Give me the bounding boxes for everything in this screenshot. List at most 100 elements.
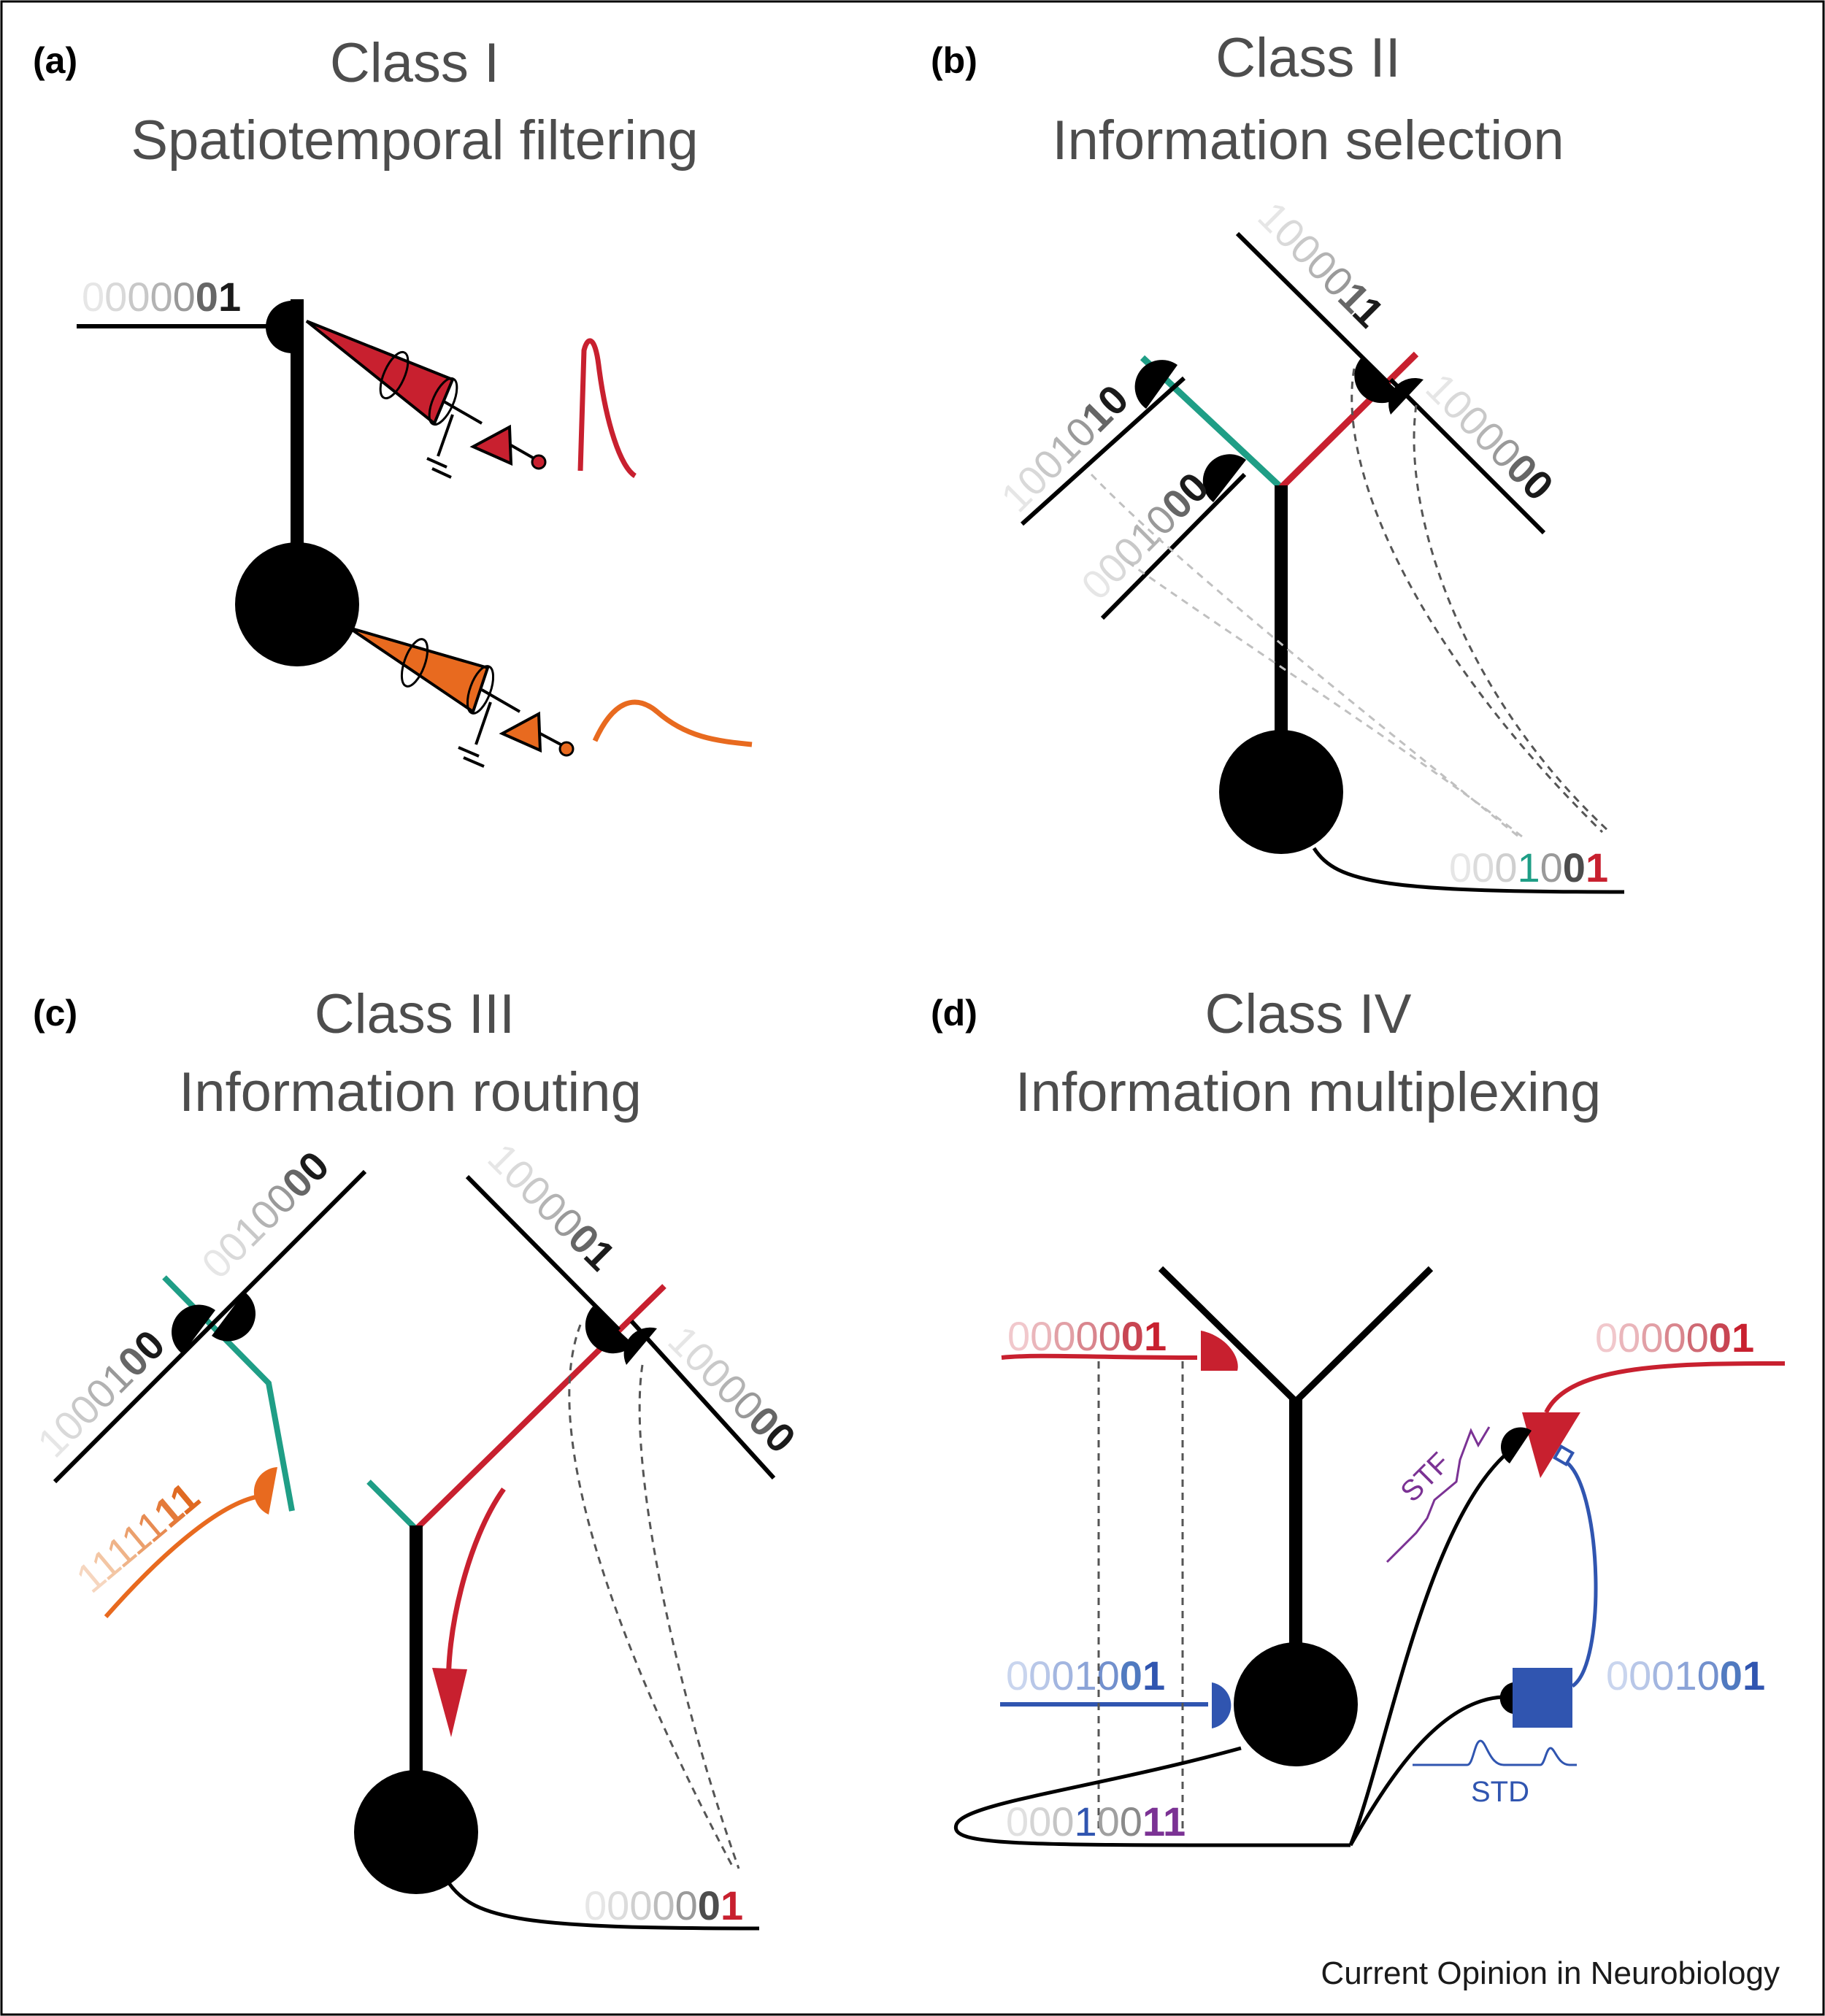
panel-b-label: (b) [931, 40, 977, 81]
panel-c-dashed-connectors [568, 1324, 740, 1869]
panel-b-synapse-top [1354, 358, 1402, 404]
bit-digit: 1 [1674, 1653, 1697, 1698]
bit-digit: 0 [1663, 1315, 1686, 1361]
panel-d-axon-red [1001, 1353, 1198, 1360]
panel-d-class-title: Class IV [1205, 983, 1412, 1045]
bit-digit: 1 [721, 1882, 743, 1928]
bit-digit: 1 [1517, 845, 1540, 890]
bit-digit: 0 [173, 274, 196, 320]
bit-digit: 0 [1606, 1653, 1629, 1698]
panel-b: (b) Class II Information selection 10010… [931, 27, 1625, 894]
bit-digit: 0 [1618, 1315, 1640, 1361]
bit-digit: 1 [1074, 1798, 1096, 1844]
panel-d-input-red-bits: 0000001 [1007, 1313, 1167, 1359]
panel-a-class-title: Class I [330, 32, 499, 94]
bit-digit: 0 [1097, 1798, 1120, 1844]
panel-b-input-right-bits: 1000000 [1418, 364, 1563, 509]
bit-digit: 1 [1142, 1798, 1164, 1844]
bit-digit: 0 [1007, 1313, 1030, 1359]
panel-d: (d) Class IV Information multiplexing 00… [931, 983, 1786, 1847]
panel-c-synapse-top [585, 1307, 634, 1354]
panel-c-axon-orange [104, 1494, 260, 1618]
bit-digit: 0 [150, 274, 172, 320]
bit-digit: 0 [1029, 1653, 1051, 1698]
panel-c-input-orange-bits: 1111111 [67, 1473, 207, 1601]
panel-d-stf-label: STF [1394, 1447, 1456, 1509]
panel-c-synapse-left [172, 1304, 215, 1354]
panel-a-somatic-trace [592, 699, 753, 747]
panel-a-input-bits: 0000001 [82, 274, 241, 320]
panel-d-axon-branch-square [1348, 1695, 1503, 1847]
bit-digit: 1 [1142, 1653, 1165, 1698]
panel-b-axon-left-inner [1100, 472, 1247, 620]
panel-c-synapse-right [623, 1327, 657, 1365]
bit-digit: 0 [1651, 1653, 1674, 1698]
bit-digit: 1 [1144, 1313, 1167, 1359]
bit-digit: 0 [1051, 1653, 1074, 1698]
panel-d-std-label: STD [1471, 1776, 1529, 1808]
bit-digit: 0 [675, 1882, 698, 1928]
panel-d-right-blue-bits: 0001001 [1606, 1653, 1765, 1698]
bit-digit: 1 [1163, 1798, 1186, 1844]
panel-a-subtitle: Spatiotemporal filtering [131, 109, 698, 172]
bit-digit: 0 [629, 1882, 652, 1928]
panel-b-class-title: Class II [1215, 27, 1400, 89]
bit-digit: 0 [1640, 1315, 1663, 1361]
bit-digit: 1 [1743, 1653, 1765, 1698]
bit-digit: 0 [1709, 1315, 1732, 1361]
panel-b-input-top-bits: 1000011 [1250, 193, 1394, 336]
bit-digit: 0 [1472, 845, 1494, 890]
bit-digit: 0 [1540, 845, 1563, 890]
bit-digit: 1 [1586, 845, 1608, 890]
panel-c-subtitle: Information routing [179, 1061, 642, 1123]
panel-a-label: (a) [33, 40, 77, 81]
panel-c: (c) Class III Information routing 001000… [28, 983, 805, 1931]
bit-digit: 0 [1053, 1313, 1075, 1359]
bit-digit: 0 [1029, 1798, 1051, 1844]
panel-d-synapse-triangle [1500, 1427, 1532, 1463]
panel-b-synapse-right [1388, 377, 1424, 415]
panel-b-output-axon [1312, 847, 1625, 894]
bit-digit: 0 [698, 1882, 721, 1928]
panel-c-axon-right [629, 1319, 776, 1480]
panel-c-synapse-left-2 [212, 1292, 256, 1342]
panel-c-soma [354, 1770, 478, 1894]
panel-c-axon-top [465, 1174, 621, 1332]
bit-digit: 0 [1686, 1315, 1709, 1361]
panel-c-output-axon [447, 1882, 760, 1931]
panel-a-somatic-pipette [347, 626, 575, 768]
panel-d-input-blue-bits: 0001001 [1006, 1653, 1165, 1698]
panel-c-input-left-top-bits: 0010000 [193, 1142, 338, 1288]
panel-b-soma [1219, 730, 1343, 854]
bit-digit: 0 [1720, 1653, 1743, 1698]
panel-b-input-left-outer-bits: 1001010 [992, 376, 1137, 521]
panel-c-class-title: Class III [315, 983, 515, 1045]
panel-d-blue-square-neuron [1513, 1668, 1572, 1728]
bit-digit: 0 [1075, 1313, 1098, 1359]
panel-a-dendritic-trace [577, 338, 637, 478]
bit-digit: 1 [1732, 1315, 1754, 1361]
bit-digit: 0 [104, 274, 127, 320]
bit-digit: 0 [1030, 1313, 1053, 1359]
bit-digit: 0 [584, 1882, 607, 1928]
panel-c-label: (c) [33, 993, 77, 1034]
panel-c-input-right-bits: 1000000 [660, 1317, 805, 1462]
panel-c-dendrite-red [414, 1284, 666, 1531]
bit-digit: 0 [1051, 1798, 1074, 1844]
panel-a: (a) Class I Spatiotemporal filtering 000… [33, 32, 753, 768]
bit-digit: 0 [1595, 1315, 1618, 1361]
panel-b-synapse-left-outer [1134, 360, 1177, 409]
panel-b-axon-top [1235, 231, 1391, 385]
panel-d-subtitle: Information multiplexing [1015, 1061, 1602, 1123]
panel-d-red-triangle-neuron [1522, 1412, 1580, 1478]
panel-d-output-axon [953, 1746, 1351, 1847]
bit-digit: 0 [1120, 1653, 1142, 1698]
panel-a-synapse [266, 301, 292, 353]
panel-d-synapse-blue [1212, 1682, 1232, 1728]
panel-c-input-left-bottom-bits: 1000100 [28, 1321, 174, 1466]
panel-b-input-left-inner-bits: 0001000 [1072, 463, 1218, 609]
panel-a-soma [235, 542, 359, 666]
panel-c-routing-arrowhead [432, 1668, 467, 1737]
